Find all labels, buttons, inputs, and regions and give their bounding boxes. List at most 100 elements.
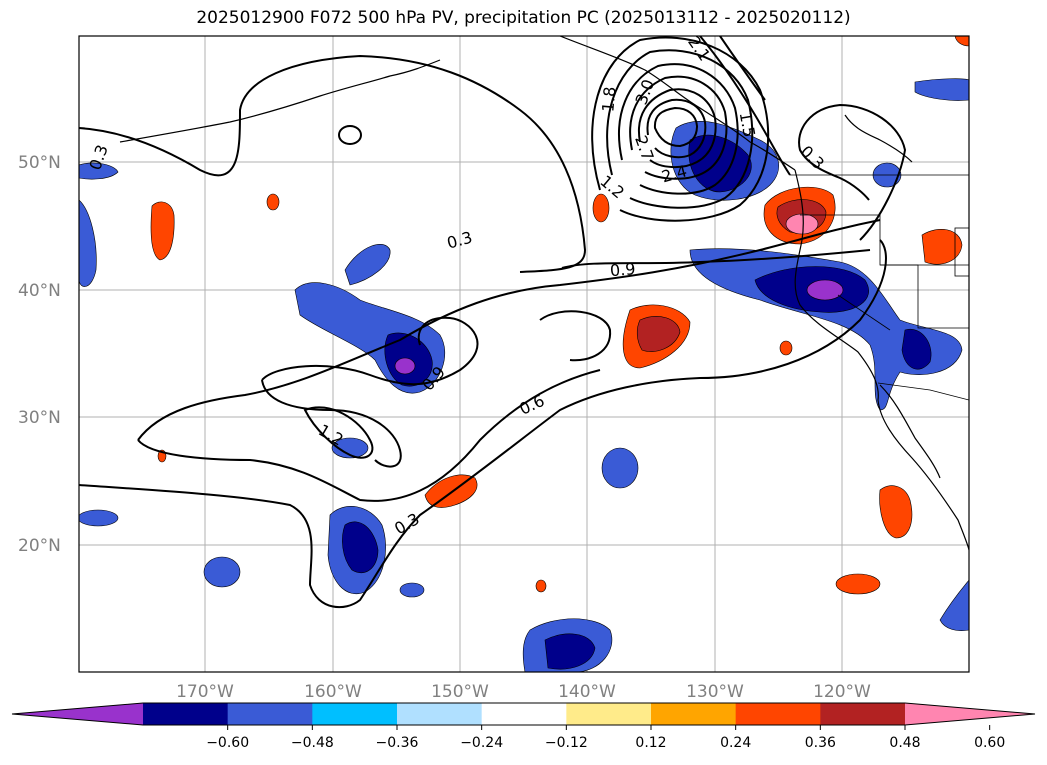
neg-blob-hawaii-core [342,521,379,574]
colorbar-tick-label: 0.24 [720,735,751,751]
longitude-labels: 170°W 160°W 150°W 140°W 130°W 120°W [176,682,871,702]
contour-2.7 [646,98,707,159]
contour-1.2-inner [303,406,374,459]
lon-label-150w: 150°W [431,682,489,702]
colorbar: −0.60 −0.48 −0.36 −0.24 −0.12 0.12 0.24 0.36 0.4… [11,702,1036,751]
contour-jet-north [699,36,791,176]
map-frame [78,35,970,673]
lon-label-170w: 170°W [176,682,234,702]
coastline-aleutians [119,59,441,143]
contour-3.0 [653,106,699,148]
colorbar-tick-label: −0.36 [376,735,419,751]
colorbar-tick-label: −0.24 [460,735,503,751]
pos-blob-midpacific-core [636,316,681,352]
clabel-0.9-a: 0.9 [609,259,636,280]
neg-blob-west-coast-center [806,279,844,301]
negative-precip-areas [79,78,969,672]
contour-1.2 [591,36,770,222]
coastline-west-us [794,169,969,551]
colorbar-segment [481,703,567,725]
colorbar-tick-label: 0.12 [635,735,666,751]
lat-label-30n: 30°N [18,408,61,428]
contour-0.3-main [79,239,887,608]
contour-0.3-ne [798,103,907,241]
neg-blob-baja [901,328,932,370]
neg-blob-mid-small [601,447,639,489]
contour-2.4 [637,88,717,168]
contour-trough-small [338,125,362,145]
neg-blob-near-30n [331,437,369,459]
colorbar-tick-label: −0.60 [206,735,249,751]
contour-0.6 [137,219,881,441]
pos-blob-east-south [879,485,913,539]
neg-blob-left-edge-3 [79,162,119,180]
pos-blob-small-3 [779,340,793,356]
neg-blob-west-coast [689,248,963,411]
colorbar-segment [651,703,737,725]
border-state-box [954,227,969,277]
coastline-bc-inlet [844,114,913,163]
contour-jet-north-2 [719,36,766,101]
pos-blob-small-4 [535,579,547,593]
pos-blob-east-small [835,573,881,595]
pv-contours [79,54,907,608]
contour-0.9 [261,316,479,386]
contour-0.9-south [261,379,402,468]
contour-2.1 [629,75,728,180]
pos-blob-west [150,201,175,261]
neg-blob-left-edge-2 [79,199,97,287]
contour-0.9-east [539,310,612,362]
colorbar-extend-low [12,703,143,725]
latitude-labels: 50°N 40°N 30°N 20°N [18,153,61,556]
colorbar-extend-high [905,703,1035,725]
pos-blob-small-2 [266,193,280,211]
colorbar-segment [312,703,398,725]
colorbar-segment [735,703,821,725]
neg-blob-upper-small [344,243,391,286]
colorbar-tick-label: −0.48 [291,735,334,751]
contour-1.5 [606,49,754,209]
border-us-mexico [877,382,969,401]
border-states-3 [837,294,891,331]
colorbar-segment [143,703,229,725]
colorbar-tick-label: 0.60 [974,735,1005,751]
colorbar-tick-label: −0.12 [545,735,588,751]
coastline-baja [879,384,941,479]
contour-0.6-south [137,369,601,502]
clabel-1.5: 1.5 [736,110,759,138]
neg-blob-south-core [544,633,596,670]
lon-label-140w: 140°W [558,682,616,702]
pos-blob-top-right [954,36,969,47]
lon-label-160w: 160°W [304,682,362,702]
neg-blob-small-a [399,582,425,598]
lat-label-20n: 20°N [18,536,61,556]
contour-0.3-north [79,54,587,273]
neg-blob-central-pacific-center [394,357,416,375]
clabel-1.8: 1.8 [598,86,619,113]
colorbar-tick-label: 0.36 [805,735,836,751]
lon-label-120w: 120°W [813,682,871,702]
positive-precip-areas [150,36,969,595]
colorbar-segment [397,703,483,725]
neg-blob-left-edge-1 [79,509,119,527]
pos-blob-small-1 [592,193,610,223]
lat-label-40n: 40°N [18,281,61,301]
contour-0.9-jet [561,249,871,269]
pv-low-contours [591,36,791,222]
colorbar-outline [11,702,1036,726]
neg-blob-left-small [203,556,241,588]
pos-blob-nevada [921,228,963,265]
neg-blob-top-right [914,78,969,101]
colorbar-tick-label: 0.48 [889,735,920,751]
lon-label-130w: 130°W [686,682,744,702]
lat-label-50n: 50°N [18,153,61,173]
border-states-2 [880,264,969,329]
map-title: 2025012900 F072 500 hPa PV, precipitatio… [196,8,851,28]
colorbar-segment [227,703,313,725]
map-area: 0.3 0.3 0.3 0.3 0.6 0.9 0.9 1.2 1.2 1.8 … [79,36,969,672]
colorbar-segment [566,703,652,725]
colorbar-segment [820,703,906,725]
pos-blob-oregon-center [785,213,819,235]
contour-1.8 [618,63,739,195]
